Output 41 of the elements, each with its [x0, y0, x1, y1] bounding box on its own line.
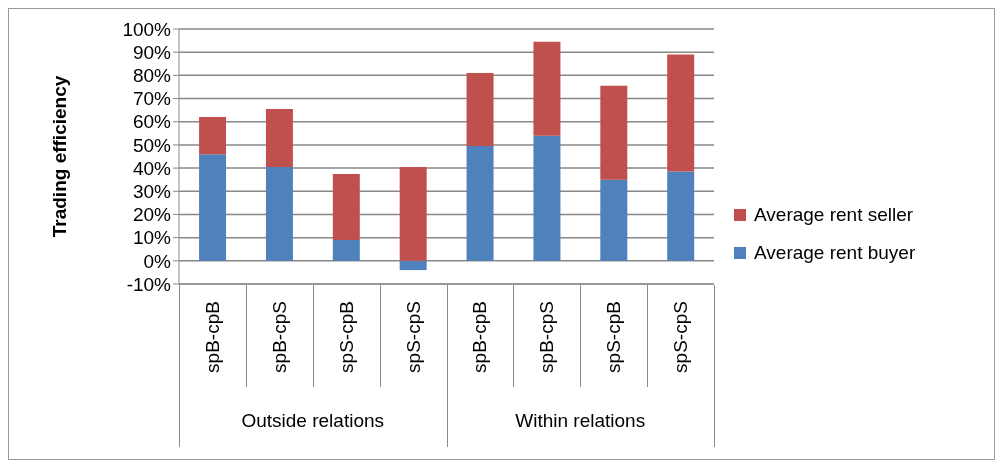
- bar: [600, 85, 628, 180]
- bar: [399, 166, 427, 261]
- y-tick-label: 50%: [132, 134, 172, 156]
- y-tick-label: 40%: [132, 157, 172, 179]
- bar: [265, 166, 293, 261]
- y-tick-label: -10%: [126, 273, 172, 295]
- bar: [332, 173, 360, 240]
- bar: [332, 239, 360, 261]
- x-tick-label: spB-cpS: [268, 301, 290, 373]
- y-tick-label: 0%: [143, 250, 172, 272]
- y-tick-label: 90%: [132, 41, 172, 63]
- bar: [199, 117, 227, 155]
- bar: [600, 179, 628, 261]
- text: Within relations: [515, 410, 646, 431]
- bar: [199, 154, 227, 261]
- y-tick-label: 70%: [132, 88, 172, 110]
- bar: [667, 54, 695, 172]
- bar: [466, 73, 494, 147]
- x-tick-label: spS-cpS: [670, 301, 692, 373]
- y-tick-label: 20%: [132, 204, 172, 226]
- text: Outside relations: [241, 410, 385, 431]
- x-tick-label: spS-cpB: [603, 301, 625, 373]
- y-tick-label: 80%: [132, 65, 172, 87]
- bar: [265, 108, 293, 167]
- y-tick-label: 10%: [132, 227, 172, 249]
- bar: [533, 41, 561, 136]
- y-tick-label: 60%: [132, 111, 172, 133]
- bar: [667, 171, 695, 261]
- x-tick-label: spS-cpS: [402, 301, 424, 373]
- y-tick-label: 30%: [132, 181, 172, 203]
- y-axis-title: Trading efficiency: [48, 75, 70, 238]
- x-tick-label: spB-cpB: [469, 301, 491, 373]
- legend-label: Average rent seller: [754, 204, 914, 226]
- x-tick-label: spB-cpB: [201, 301, 223, 373]
- y-tick-label: 100%: [122, 18, 172, 40]
- bar: [399, 260, 427, 271]
- x-tick-label: spB-cpS: [536, 301, 558, 373]
- bar: [533, 135, 561, 261]
- bar: [466, 146, 494, 261]
- legend-label: Average rent buyer: [754, 242, 916, 264]
- x-tick-label: spS-cpB: [335, 301, 357, 373]
